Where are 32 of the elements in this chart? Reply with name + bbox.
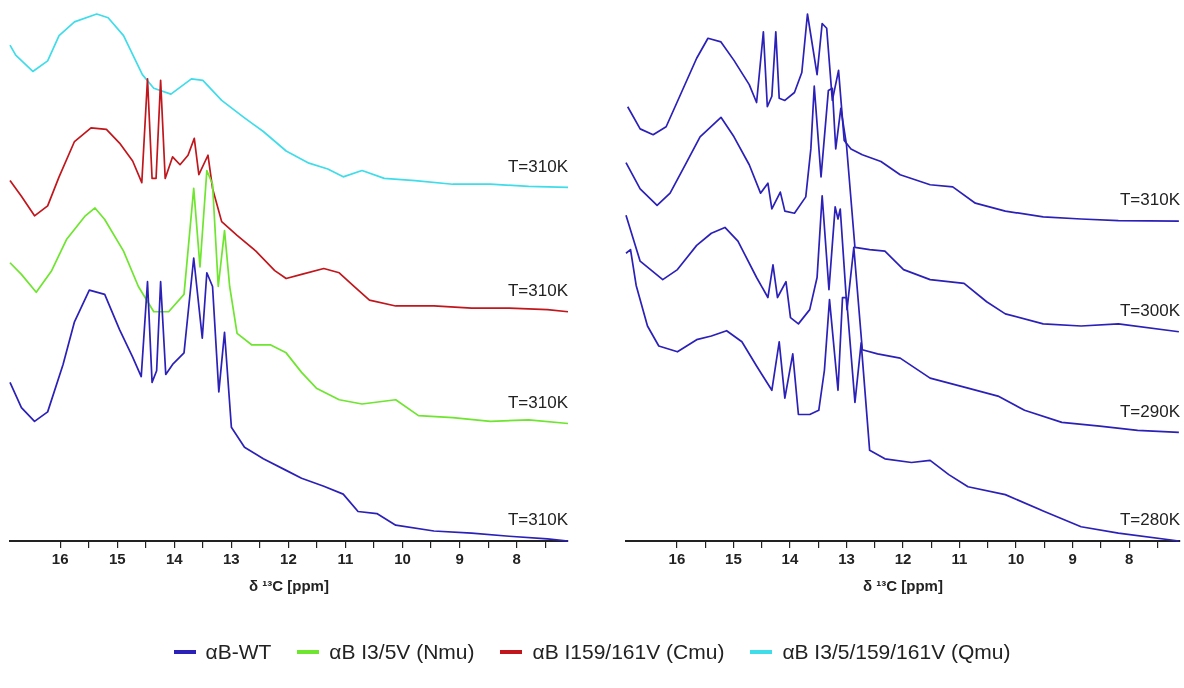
- annotation: T=310K: [507, 510, 569, 530]
- annotation: T=310K: [507, 280, 569, 300]
- series-label: T=290K: [1119, 401, 1181, 421]
- x-tick-label: 13: [838, 550, 855, 568]
- x-tick-label: 16: [668, 550, 686, 568]
- annotation: T=310K: [507, 156, 569, 176]
- x-tick-label: 14: [165, 550, 184, 568]
- x-tick-label: 16: [51, 550, 69, 568]
- x-tick-label: 12: [894, 550, 912, 568]
- x-axis-title: δ ¹³C [ppm]: [863, 577, 943, 595]
- x-tick-label: 15: [725, 550, 742, 568]
- x-tick-label: 8: [1124, 550, 1134, 568]
- series-label: T=310K: [1119, 190, 1181, 210]
- series-label: T=280K: [1119, 510, 1181, 530]
- x-tick-label: 9: [455, 550, 464, 568]
- x-tick-label: 13: [223, 550, 240, 568]
- x-tick-label: 8: [512, 550, 521, 568]
- series-label: T=300K: [1119, 300, 1181, 320]
- x-tick-label: 10: [394, 550, 411, 568]
- legend-label: αB I3/5/159/161V (Qmu): [782, 640, 1011, 664]
- legend-label: αB-WT: [205, 640, 272, 664]
- x-tick-label: 11: [951, 550, 968, 568]
- x-tick-label: 9: [1068, 550, 1077, 568]
- x-tick-label: 15: [108, 550, 126, 568]
- legend-label: αB I159/161V (Cmu): [532, 640, 725, 664]
- annotation: T=310K: [507, 392, 569, 412]
- x-axis-title: δ ¹³C [ppm]: [249, 577, 329, 595]
- legend-label: αB I3/5V (Nmu): [329, 640, 475, 664]
- x-tick-label: 11: [337, 550, 354, 568]
- x-tick-label: 14: [781, 550, 799, 568]
- x-tick-label: 10: [1007, 550, 1025, 568]
- x-tick-label: 12: [280, 550, 297, 568]
